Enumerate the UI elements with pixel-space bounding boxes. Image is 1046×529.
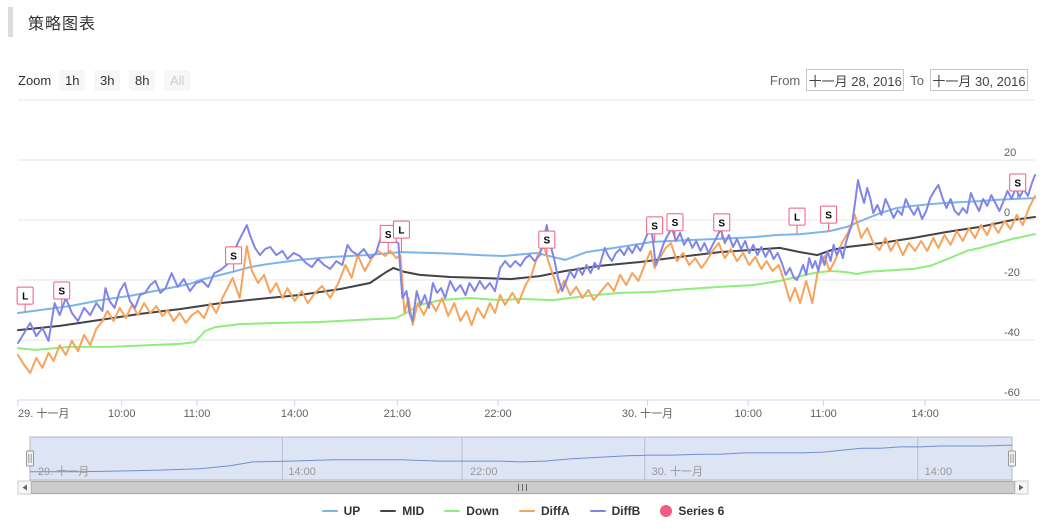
flag-label: S bbox=[58, 287, 65, 298]
flag-label: S bbox=[672, 218, 679, 229]
flag-label: L bbox=[22, 292, 28, 303]
x-axis-label: 14:00 bbox=[281, 408, 309, 420]
y-axis-label: 20 bbox=[1004, 147, 1016, 159]
series-down-line[interactable] bbox=[17, 233, 1036, 351]
flag-label: S bbox=[825, 211, 832, 222]
x-axis-label: 11:00 bbox=[184, 408, 211, 420]
y-axis-label: -40 bbox=[1004, 327, 1020, 339]
flag-label: S bbox=[718, 218, 725, 229]
from-date-input[interactable] bbox=[806, 69, 905, 91]
to-label: To bbox=[910, 72, 924, 88]
legend-label: Down bbox=[466, 504, 499, 518]
page-title: 策略图表 bbox=[28, 16, 97, 33]
zoom-button-3h[interactable]: 3h bbox=[94, 69, 121, 91]
flag-marker-L[interactable] bbox=[392, 220, 410, 239]
flag-label: S bbox=[544, 236, 551, 247]
legend-item-up[interactable]: UP bbox=[321, 504, 361, 518]
range-selector: Zoom 1h 3h 8h All From To bbox=[18, 68, 1028, 92]
legend-label: Series 6 bbox=[678, 504, 725, 518]
flag-label: S bbox=[651, 221, 658, 232]
scroll-right-arrow-icon bbox=[1019, 484, 1024, 491]
navigator-axis-label: 14:00 bbox=[925, 466, 953, 478]
series-mid-line[interactable] bbox=[17, 216, 1036, 332]
flag-marker-S[interactable] bbox=[225, 246, 243, 265]
legend-item-series-6[interactable]: Series 6 bbox=[660, 504, 724, 518]
navigator-handle-left[interactable] bbox=[26, 450, 34, 467]
zoom-button-8h[interactable]: 8h bbox=[129, 69, 156, 91]
series-diffa-line[interactable] bbox=[17, 195, 1036, 374]
y-axis-label: -60 bbox=[1004, 387, 1020, 399]
range-inputs: From To bbox=[764, 69, 1028, 91]
x-axis-label: 10:00 bbox=[734, 408, 762, 420]
series-up-line[interactable] bbox=[17, 197, 1036, 314]
legend-label: DiffA bbox=[540, 504, 570, 518]
series-diffb-line[interactable] bbox=[17, 174, 1036, 344]
zoom-button-1h[interactable]: 1h bbox=[59, 69, 86, 91]
flag-label: L bbox=[794, 213, 800, 224]
legend-label: UP bbox=[343, 504, 361, 518]
y-axis-label: -20 bbox=[1004, 267, 1020, 279]
legend-line-marker bbox=[321, 510, 338, 512]
flag-marker-L[interactable] bbox=[16, 286, 34, 305]
navigator-mask[interactable] bbox=[29, 436, 1013, 481]
navigator-series-line bbox=[30, 444, 1012, 473]
from-label: From bbox=[769, 72, 801, 88]
legend-label: DiffB bbox=[611, 504, 641, 518]
legend-line-marker bbox=[518, 510, 535, 512]
navigator-axis-label: 30. 十一月 bbox=[652, 464, 703, 478]
flag-marker-L[interactable] bbox=[788, 207, 806, 226]
legend-label: MID bbox=[402, 504, 425, 518]
flag-marker-S[interactable] bbox=[646, 216, 664, 235]
legend-line-marker bbox=[380, 510, 397, 512]
flag-label: L bbox=[398, 226, 404, 237]
x-axis-label: 21:00 bbox=[384, 408, 412, 420]
navigator-handle-right[interactable] bbox=[1008, 450, 1016, 467]
page-header: 策略图表 bbox=[8, 7, 96, 37]
navigator-axis-label: 14:00 bbox=[288, 466, 316, 478]
legend-line-marker bbox=[589, 510, 606, 512]
flag-marker-S[interactable] bbox=[666, 213, 684, 232]
legend-item-diffb[interactable]: DiffB bbox=[589, 504, 641, 518]
legend-item-diffa[interactable]: DiffA bbox=[518, 504, 570, 518]
zoom-button-all: All bbox=[164, 69, 191, 91]
flag-marker-S[interactable] bbox=[538, 230, 556, 249]
title-accent-bar bbox=[8, 7, 13, 37]
flag-marker-S[interactable] bbox=[713, 213, 731, 232]
flag-label: S bbox=[385, 230, 392, 241]
navigator-axis-label: 29. 十一月 bbox=[38, 464, 89, 478]
legend: UP MID Down DiffA DiffB Series 6 bbox=[0, 504, 1046, 518]
x-axis-label: 22:00 bbox=[484, 408, 512, 420]
scroll-left-arrow-icon bbox=[22, 484, 27, 491]
flag-marker-S[interactable] bbox=[820, 205, 838, 224]
x-axis-label: 10:00 bbox=[108, 408, 136, 420]
to-date-input[interactable] bbox=[930, 69, 1028, 91]
x-axis-label: 14:00 bbox=[911, 408, 939, 420]
x-axis-label: 11:00 bbox=[810, 408, 837, 420]
x-axis-label: 29. 十一月 bbox=[18, 406, 69, 420]
zoom-buttons: 1h 3h 8h All bbox=[59, 69, 199, 91]
flag-label: S bbox=[230, 251, 237, 262]
y-axis-label: 0 bbox=[1004, 207, 1010, 219]
legend-line-marker bbox=[444, 510, 461, 512]
flag-marker-S[interactable] bbox=[53, 281, 71, 300]
zoom-label: Zoom bbox=[18, 72, 52, 88]
navigator-axis-label: 22:00 bbox=[470, 466, 498, 478]
flag-marker-S[interactable] bbox=[1009, 173, 1027, 192]
legend-item-down[interactable]: Down bbox=[444, 504, 499, 518]
x-axis-label: 30. 十一月 bbox=[622, 406, 673, 420]
legend-item-mid[interactable]: MID bbox=[380, 504, 424, 518]
legend-circle-marker bbox=[660, 505, 673, 517]
flag-label: S bbox=[1014, 179, 1021, 190]
